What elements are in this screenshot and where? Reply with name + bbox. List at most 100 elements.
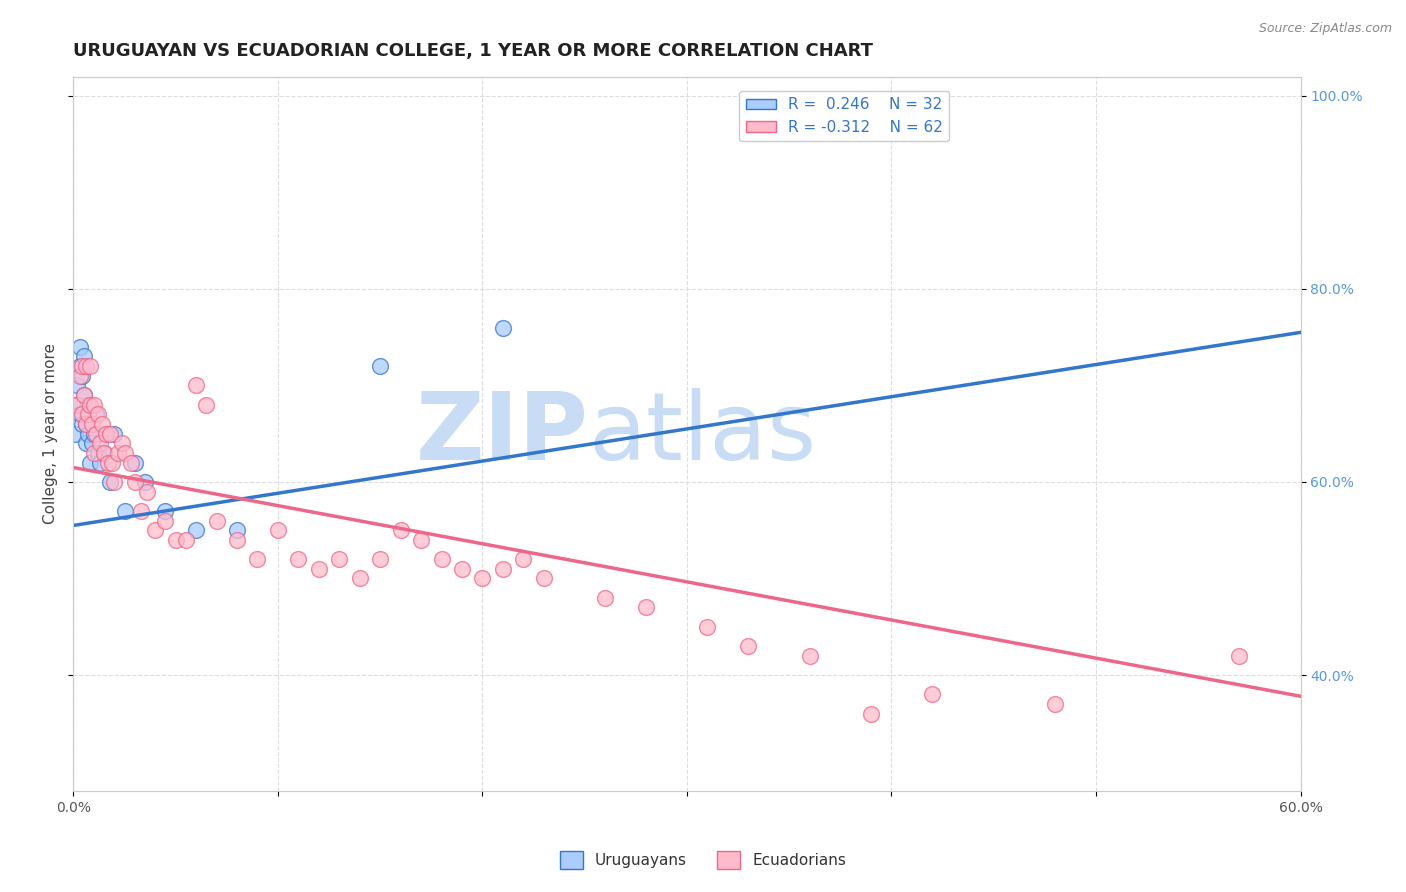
- Point: [83, 446, 105, 460]
- Point: [89, 436, 111, 450]
- Point: [87, 408, 110, 422]
- Point: [451, 562, 474, 576]
- Legend: R =  0.246    N = 32, R = -0.312    N = 62: R = 0.246 N = 32, R = -0.312 N = 62: [740, 91, 949, 141]
- Point: [75, 359, 97, 373]
- Point: [120, 456, 142, 470]
- Point: [593, 591, 616, 605]
- Text: ZIP: ZIP: [416, 388, 589, 480]
- Point: [66, 398, 89, 412]
- Point: [83, 426, 105, 441]
- Point: [83, 398, 105, 412]
- Point: [184, 523, 207, 537]
- Point: [533, 572, 555, 586]
- Point: [93, 446, 115, 460]
- Point: [101, 456, 124, 470]
- Point: [226, 533, 249, 547]
- Point: [98, 426, 121, 441]
- Point: [72, 350, 94, 364]
- Point: [287, 552, 309, 566]
- Text: Source: ZipAtlas.com: Source: ZipAtlas.com: [1258, 22, 1392, 36]
- Point: [97, 456, 120, 470]
- Point: [184, 378, 207, 392]
- Point: [205, 514, 228, 528]
- Point: [368, 552, 391, 566]
- Point: [103, 426, 125, 441]
- Point: [165, 533, 187, 547]
- Point: [76, 398, 98, 412]
- Point: [799, 648, 821, 663]
- Point: [134, 475, 156, 489]
- Point: [368, 359, 391, 373]
- Point: [79, 359, 101, 373]
- Point: [114, 446, 136, 460]
- Point: [69, 408, 91, 422]
- Point: [155, 504, 177, 518]
- Point: [129, 504, 152, 518]
- Point: [70, 417, 93, 431]
- Point: [430, 552, 453, 566]
- Point: [174, 533, 197, 547]
- Point: [79, 398, 101, 412]
- Point: [80, 436, 103, 450]
- Point: [737, 639, 759, 653]
- Point: [389, 523, 412, 537]
- Point: [84, 408, 107, 422]
- Text: atlas: atlas: [589, 388, 817, 480]
- Point: [69, 340, 91, 354]
- Point: [76, 408, 98, 422]
- Point: [921, 687, 943, 701]
- Point: [75, 436, 97, 450]
- Point: [1043, 697, 1066, 711]
- Point: [1227, 648, 1250, 663]
- Point: [636, 600, 658, 615]
- Point: [492, 562, 515, 576]
- Point: [89, 456, 111, 470]
- Point: [328, 552, 350, 566]
- Point: [70, 359, 93, 373]
- Point: [246, 552, 269, 566]
- Point: [111, 436, 134, 450]
- Point: [70, 408, 93, 422]
- Point: [94, 426, 117, 441]
- Point: [155, 514, 177, 528]
- Point: [98, 475, 121, 489]
- Point: [87, 446, 110, 460]
- Point: [143, 523, 166, 537]
- Point: [70, 368, 93, 383]
- Text: URUGUAYAN VS ECUADORIAN COLLEGE, 1 YEAR OR MORE CORRELATION CHART: URUGUAYAN VS ECUADORIAN COLLEGE, 1 YEAR …: [73, 42, 873, 60]
- Point: [72, 388, 94, 402]
- Point: [84, 426, 107, 441]
- Point: [75, 417, 97, 431]
- Point: [75, 417, 97, 431]
- Point: [69, 368, 91, 383]
- Point: [66, 398, 89, 412]
- Point: [80, 417, 103, 431]
- Point: [66, 378, 89, 392]
- Point: [195, 398, 218, 412]
- Point: [349, 572, 371, 586]
- Y-axis label: College, 1 year or more: College, 1 year or more: [44, 343, 58, 524]
- Point: [471, 572, 494, 586]
- Point: [124, 456, 146, 470]
- Point: [409, 533, 432, 547]
- Legend: Uruguayans, Ecuadorians: Uruguayans, Ecuadorians: [554, 845, 852, 875]
- Point: [91, 417, 114, 431]
- Point: [512, 552, 534, 566]
- Point: [79, 456, 101, 470]
- Point: [72, 388, 94, 402]
- Point: [94, 426, 117, 441]
- Point: [107, 446, 129, 460]
- Point: [492, 320, 515, 334]
- Point: [267, 523, 290, 537]
- Point: [124, 475, 146, 489]
- Point: [114, 504, 136, 518]
- Point: [93, 446, 115, 460]
- Point: [136, 484, 159, 499]
- Point: [69, 359, 91, 373]
- Point: [860, 706, 883, 721]
- Point: [226, 523, 249, 537]
- Point: [65, 426, 87, 441]
- Point: [103, 475, 125, 489]
- Point: [696, 620, 718, 634]
- Point: [308, 562, 330, 576]
